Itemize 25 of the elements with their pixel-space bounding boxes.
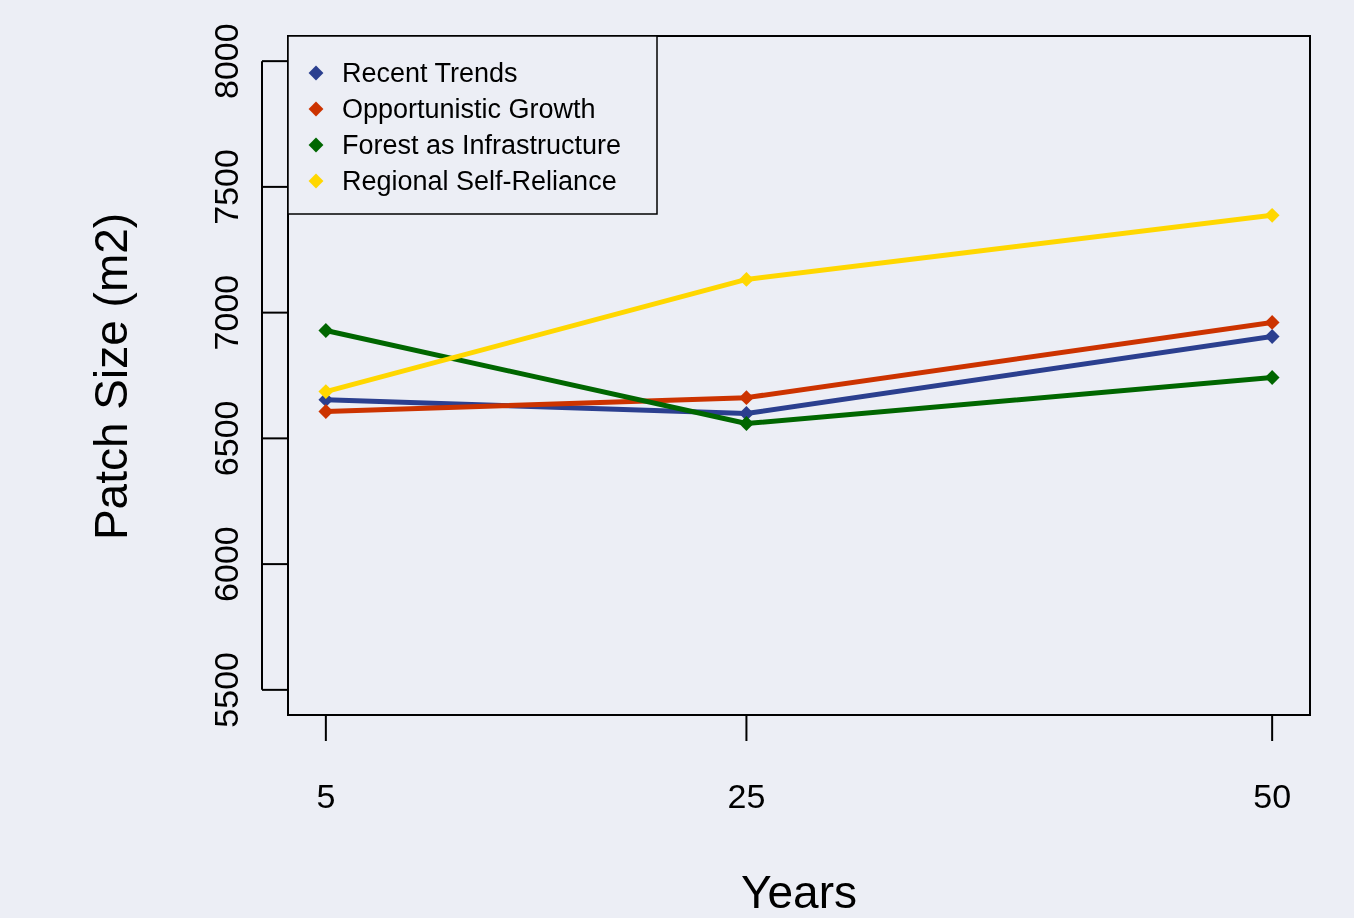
x-tick-label: 5 [316, 777, 336, 815]
y-tick-label: 8000 [207, 23, 245, 99]
point [739, 390, 754, 406]
point [1264, 315, 1280, 330]
y-tick-label: 7500 [207, 149, 245, 225]
y-tick-label: 5500 [207, 652, 245, 728]
y-tick-label: 6500 [207, 400, 245, 477]
legend-label: Regional Self-Reliance [342, 166, 617, 196]
y-tick-label: 7000 [207, 274, 245, 351]
legend-label: Forest as Infrastructure [342, 130, 622, 160]
x-axis-title: Years [741, 866, 857, 918]
point [739, 272, 754, 287]
point [1264, 370, 1280, 385]
point [739, 416, 754, 431]
x-tick-label: 25 [727, 777, 766, 815]
x-tick-label: 50 [1253, 777, 1292, 815]
y-tick-label: 6000 [207, 526, 245, 602]
point [318, 404, 334, 419]
point [318, 323, 334, 338]
legend-label: Opportunistic Growth [342, 94, 596, 124]
legend-label: Recent Trends [342, 58, 518, 88]
point [1264, 329, 1280, 344]
point [318, 384, 334, 400]
point [1264, 207, 1280, 223]
y-axis-title: Patch Size (m2) [85, 212, 137, 541]
